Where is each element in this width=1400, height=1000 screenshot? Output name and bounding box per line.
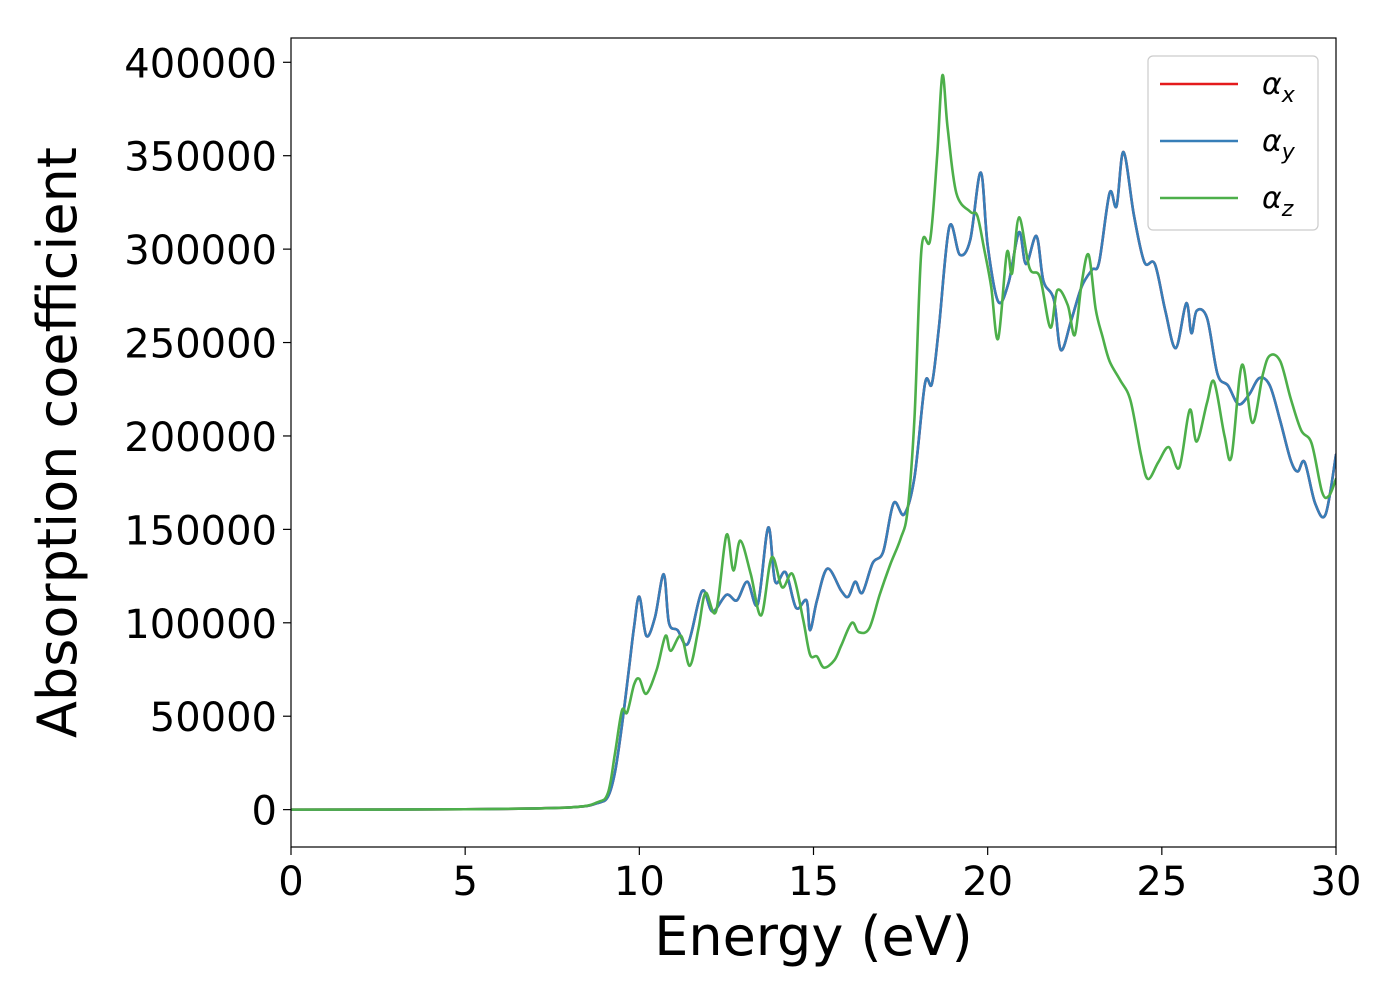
series-line-z (291, 74, 1336, 811)
y-tick-label: 350000 (124, 135, 277, 181)
y-tick-label: 0 (252, 789, 277, 835)
series-line-y (291, 150, 1336, 811)
legend: αx αy αz (1147, 55, 1319, 231)
y-tick-label: 50000 (150, 695, 277, 741)
y-tick-label: 100000 (124, 602, 277, 648)
series-line-x (291, 150, 1336, 811)
x-tick-label: 25 (1136, 859, 1187, 905)
x-tick-label: 20 (962, 859, 1013, 905)
y-tick-label: 250000 (124, 322, 277, 368)
legend-label-z: αz (1262, 181, 1294, 222)
y-tick-label: 400000 (124, 41, 277, 87)
x-tick-label: 0 (278, 859, 303, 905)
y-tick-label: 150000 (124, 508, 277, 554)
legend-label-x: αx (1262, 67, 1296, 108)
legend-box (1147, 55, 1319, 231)
x-axis-label: Energy (eV) (654, 905, 973, 968)
x-tick-label: 15 (788, 859, 839, 905)
y-axis-label: Absorption coefficient (26, 147, 89, 738)
y-tick-label: 300000 (124, 228, 277, 274)
series-layer (291, 74, 1336, 811)
ticks-layer: 0 5 10 15 20 25 30 0 50000 100000 150000 200000 2500… (124, 41, 1361, 905)
x-tick-label: 10 (614, 859, 665, 905)
x-tick-label: 5 (452, 859, 477, 905)
legend-label-y: αy (1262, 124, 1296, 165)
x-tick-label: 30 (1311, 859, 1362, 905)
y-tick-label: 200000 (124, 415, 277, 461)
